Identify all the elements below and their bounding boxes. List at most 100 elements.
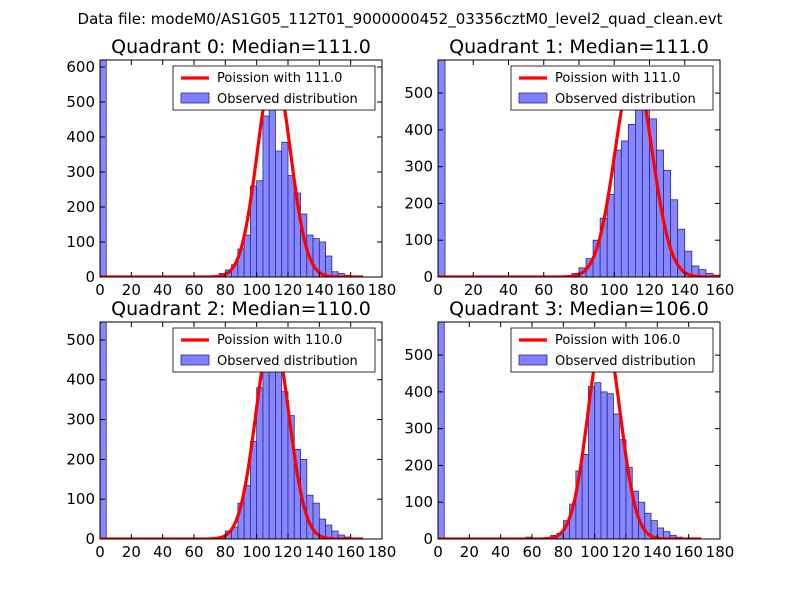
legend: Poission with 110.0 Observed distribution [172,327,376,373]
x-tick-label: 20 [464,281,483,299]
y-tick-label: 500 [66,93,95,111]
histogram-bar [287,175,295,277]
x-tick-label: 100 [242,281,271,299]
histogram-bar [281,391,289,539]
histogram-bar [438,60,446,277]
x-tick-label: 60 [184,281,203,299]
y-tick-label: 300 [66,411,95,429]
y-tick-label: 300 [66,163,95,181]
x-tick-label: 60 [184,543,203,561]
y-tick-label: 200 [404,456,433,474]
y-tick-label: 100 [404,493,433,511]
x-tick-label: 180 [706,543,735,561]
x-tick-label: 100 [600,281,629,299]
y-tick-label: 500 [66,331,95,349]
x-tick-label: 0 [433,543,443,561]
y-tick-label: 0 [423,530,433,548]
histogram-bar [620,140,629,277]
x-tick-label: 80 [216,281,235,299]
y-tick-label: 100 [66,233,95,251]
histogram-bar [613,413,621,539]
x-tick-label: 80 [554,543,573,561]
histogram-bar [100,60,107,277]
histogram-bar [325,255,333,277]
x-tick-label: 120 [274,281,303,299]
y-tick-label: 100 [66,490,95,508]
y-tick-label: 100 [404,231,433,249]
y-tick-label: 400 [404,121,433,139]
histogram-bar [268,101,276,277]
x-tick-label: 40 [491,543,510,561]
x-tick-label: 40 [499,281,518,299]
x-tick-label: 100 [580,543,609,561]
y-tick-label: 300 [404,158,433,176]
legend: Poission with 106.0 Observed distribution [510,327,714,373]
chart-panel-0: Quadrant 0: Median=111.00 20 40 60 80 100 120 1… [66,36,396,299]
x-tick-label: 100 [242,543,271,561]
y-tick-label: 400 [66,371,95,389]
y-tick-label: 600 [66,58,95,76]
histogram-bar [627,123,636,277]
y-tick-label: 0 [423,268,433,286]
legend-bar-swatch [518,354,548,366]
x-tick-label: 80 [569,281,588,299]
x-tick-label: 0 [95,281,105,299]
x-tick-label: 60 [534,281,553,299]
chart-panel-1: Quadrant 1: Median=111.0 0 20 40 60 80 100 120 1… [404,36,734,299]
axes-frame [99,321,383,540]
legend: Poission with 111.0 Observed distribution [172,65,376,111]
legend-bar-label: Observed distribution [217,354,358,369]
histogram-bar [684,250,693,277]
histogram-bar [635,100,643,277]
histogram-bar [613,149,622,277]
legend: Poission with 111.0 Observed distribution [510,65,714,111]
x-tick-label: 20 [460,543,479,561]
legend-bar-label: Observed distribution [555,354,696,369]
chart-panel-2: Quadrant 2: Median=110.00 20 40 60 80 100 120 1… [66,298,396,561]
histogram-bar [606,193,615,277]
chart-panel-3: Quadrant 3: Median=106.00 20 40 60 80 100 120 1… [404,298,734,561]
y-tick-label: 0 [85,530,95,548]
x-tick-label: 140 [305,281,334,299]
x-tick-label: 120 [635,281,664,299]
axes-frame [99,59,383,278]
x-tick-label: 180 [368,543,397,561]
x-tick-label: 0 [433,281,443,299]
x-tick-label: 60 [522,543,541,561]
x-tick-label: 20 [122,543,141,561]
legend-bar-label: Observed distribution [555,92,696,107]
histogram-bar [262,363,270,539]
histogram-bar [243,234,251,277]
histogram-bar [268,351,276,539]
figure-title: Data file: modeM0/AS1G05_112T01_90000004… [78,10,723,29]
histogram-bar [594,382,602,539]
histogram-bar [606,393,614,539]
x-tick-label: 140 [670,281,699,299]
histogram-bar [100,322,107,539]
x-tick-label: 160 [706,281,735,299]
y-tick-label: 200 [66,198,95,216]
histogram-bar [600,391,608,539]
x-tick-label: 120 [612,543,641,561]
legend-line-label: Poission with 111.0 [217,71,342,86]
y-tick-label: 400 [404,383,433,401]
legend-line-label: Poission with 110.0 [217,333,342,348]
x-tick-label: 160 [336,281,365,299]
x-tick-label: 120 [274,543,303,561]
x-tick-label: 40 [153,543,172,561]
chart-title: Quadrant 2: Median=110.0 [111,298,371,320]
histogram-bar [438,322,445,539]
legend-line-label: Poission with 106.0 [555,333,680,348]
y-tick-label: 300 [404,420,433,438]
y-tick-label: 500 [404,84,433,102]
x-tick-label: 160 [336,543,365,561]
legend-bar-label: Observed distribution [217,92,358,107]
y-tick-label: 500 [404,346,433,364]
x-tick-label: 40 [153,281,172,299]
chart-title: Quadrant 1: Median=111.0 [449,36,709,58]
x-tick-label: 160 [674,543,703,561]
histogram-bar [275,150,283,277]
y-tick-label: 400 [66,128,95,146]
y-tick-label: 200 [404,194,433,212]
chart-title: Quadrant 0: Median=111.0 [111,36,371,58]
